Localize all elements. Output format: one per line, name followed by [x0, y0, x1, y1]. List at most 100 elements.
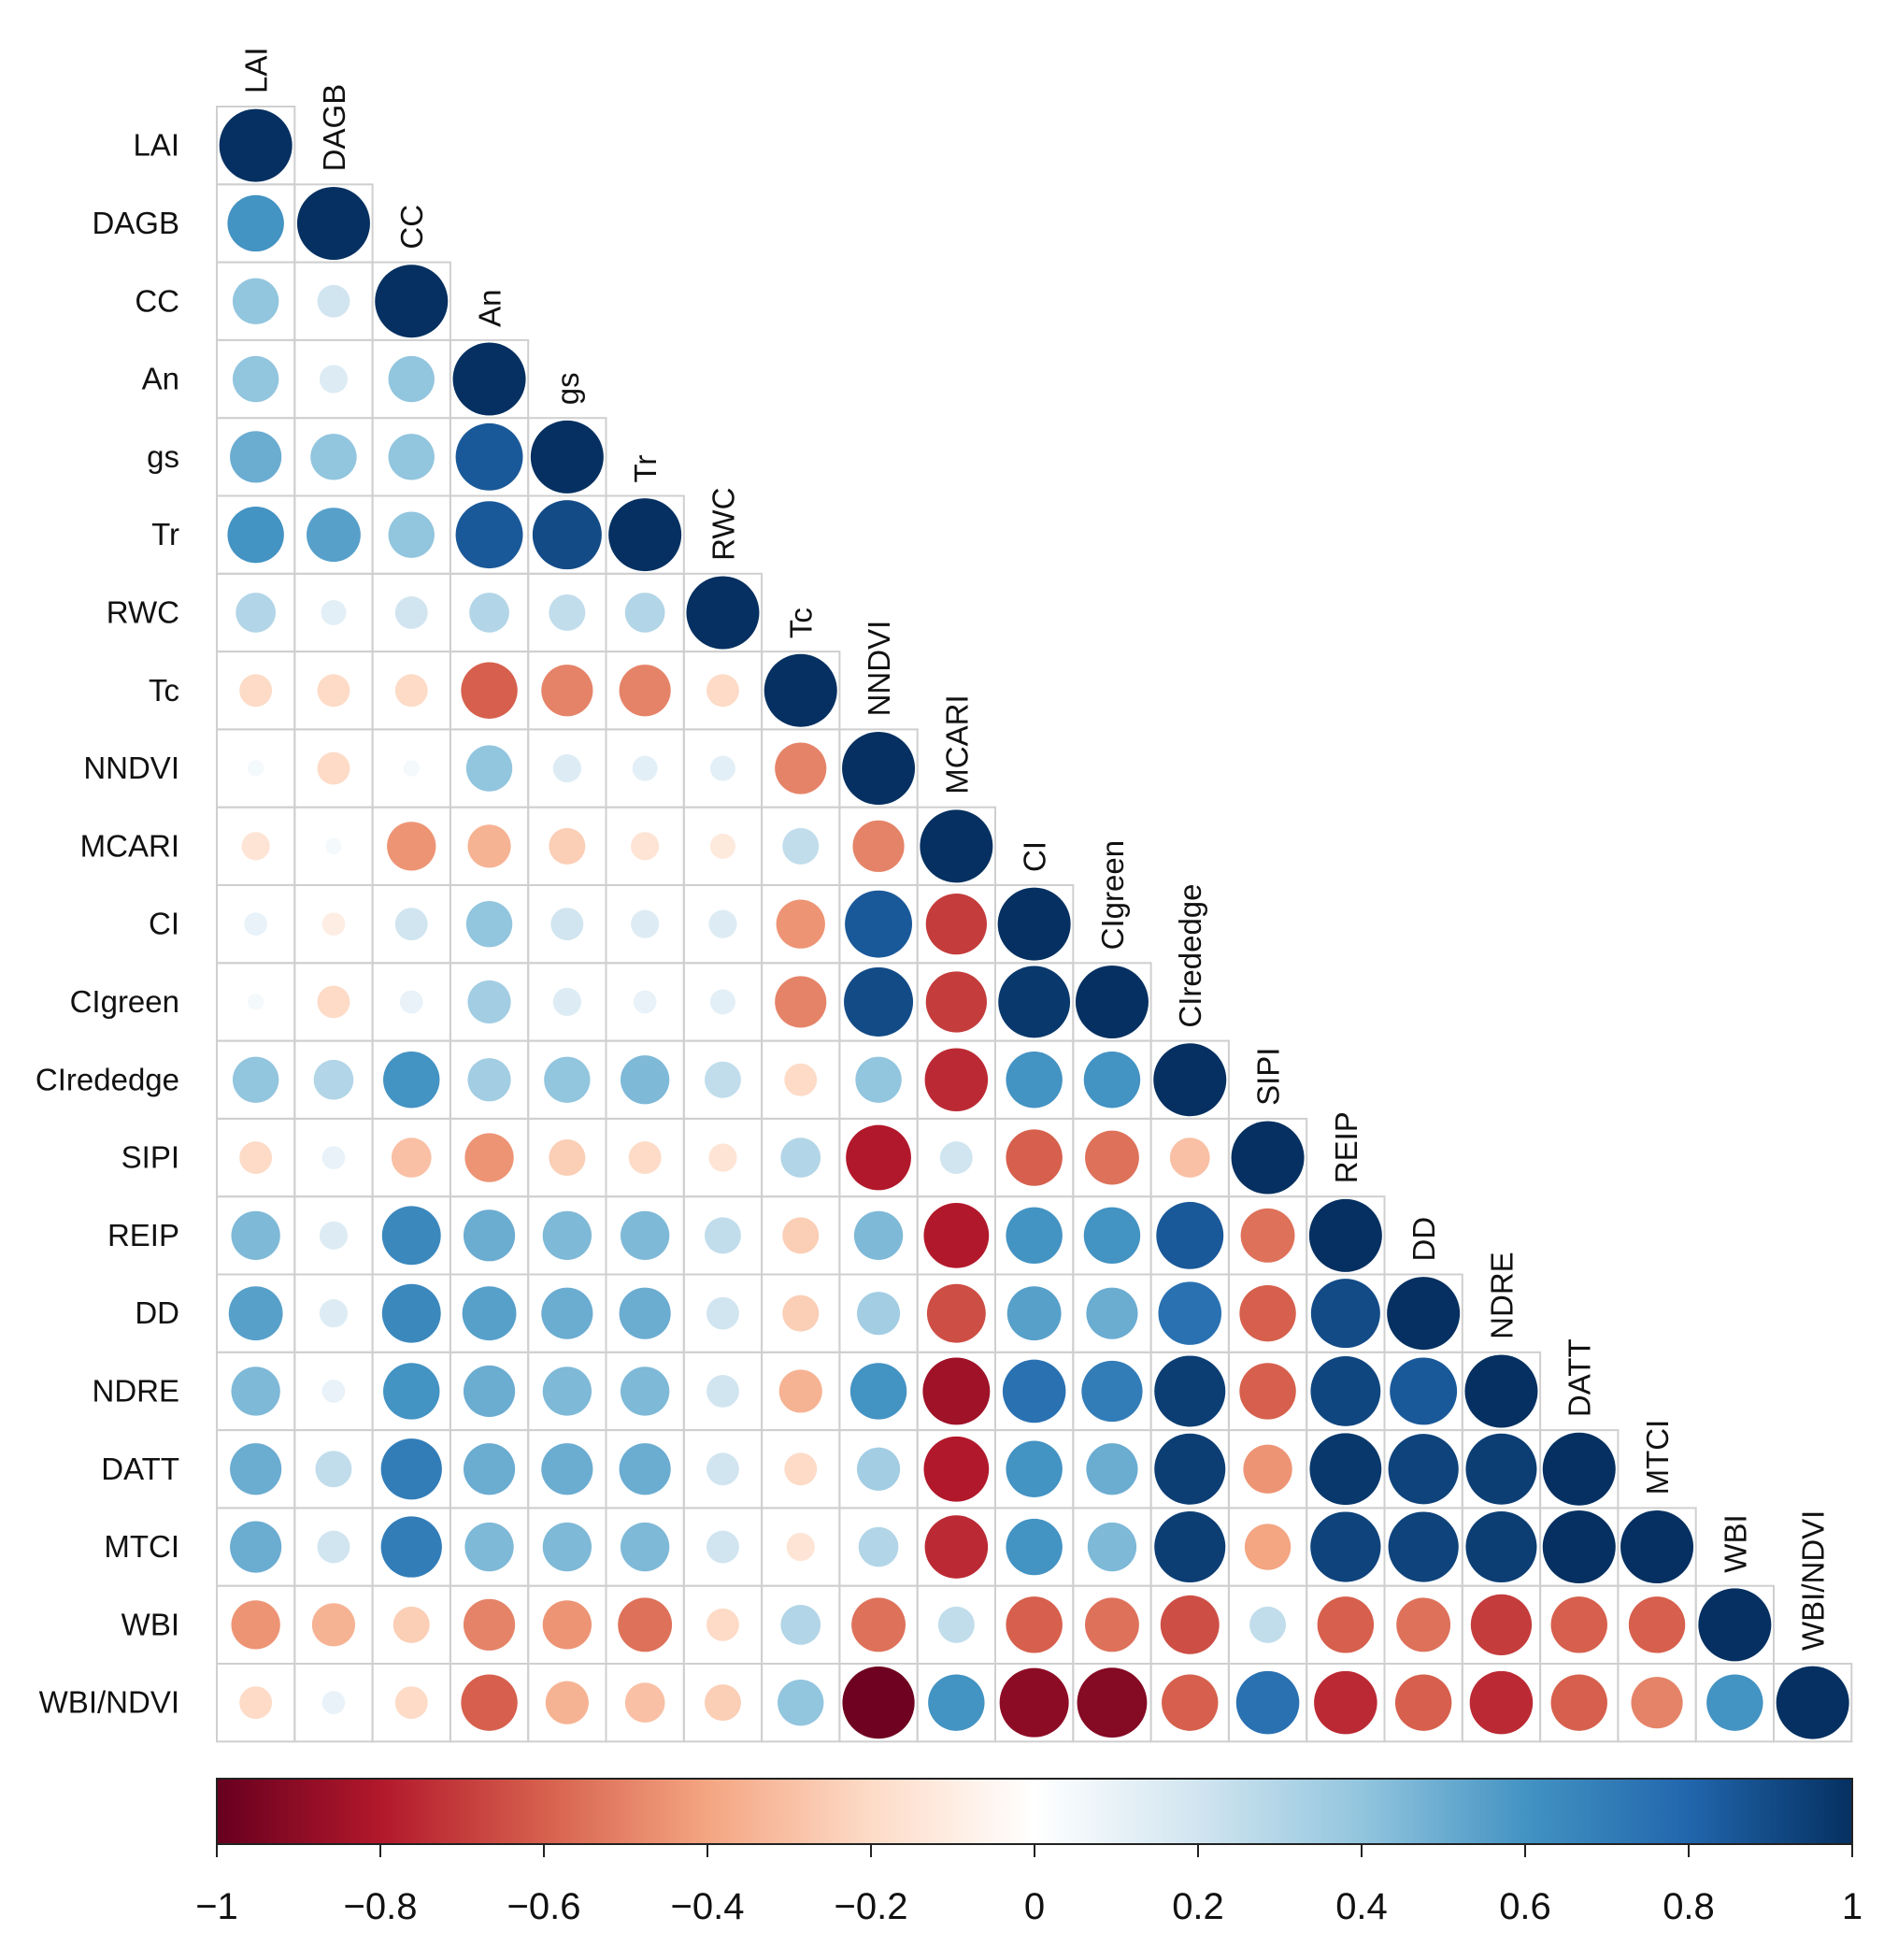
circle-MTCI-gs [542, 1522, 592, 1572]
circle-WBI/NDVI-WBI/NDVI [1776, 1666, 1849, 1739]
circle-Tc-RWC [706, 674, 739, 708]
circle-NDRE-MCARI [922, 1357, 991, 1425]
circle-MCARI-MCARI [920, 809, 993, 883]
circle-WBI/NDVI-DAGB [321, 1691, 346, 1714]
circle-CIrededge-NNDVI [855, 1056, 902, 1103]
circle-CIrededge-DAGB [313, 1059, 354, 1100]
circle-SIPI-CIgreen [1085, 1130, 1139, 1185]
circle-CIgreen-Tc [775, 976, 827, 1028]
circle-MTCI-DD [1388, 1511, 1459, 1582]
circle-gs-CC [388, 434, 435, 480]
circle-DD-RWC [706, 1296, 739, 1330]
row-label-CC: CC [135, 283, 179, 318]
circle-DATT-NDRE [1465, 1433, 1537, 1505]
circle-Tc-Tc [764, 653, 837, 727]
circle-RWC-CC [394, 596, 428, 629]
colorbar-tick-label: −1 [195, 1886, 238, 1927]
col-label-WBI: WBI [1718, 1514, 1752, 1572]
circle-CIrededge-LAI [232, 1056, 279, 1103]
colorbar-tick-label: 0.2 [1172, 1886, 1224, 1927]
circle-WBI/NDVI-CIgreen [1077, 1667, 1148, 1738]
circle-SIPI-RWC [708, 1143, 737, 1172]
circle-CIgreen-gs [552, 987, 581, 1017]
circle-DATT-CIgreen [1086, 1443, 1138, 1495]
circle-SIPI-gs [549, 1139, 586, 1177]
circle-DD-CI [1006, 1286, 1062, 1341]
circle-WBI/NDVI-NDRE [1469, 1670, 1534, 1735]
circle-MTCI-RWC [706, 1530, 739, 1564]
circle-LAI-LAI [219, 108, 293, 182]
circle-WBI/NDVI-RWC [704, 1684, 741, 1722]
circle-DAGB-LAI [227, 194, 284, 252]
row-label-NDRE: NDRE [92, 1373, 179, 1408]
colorbar-tick-label: 1 [1842, 1886, 1863, 1927]
circle-REIP-DAGB [319, 1221, 349, 1250]
circle-DD-An [462, 1286, 517, 1341]
row-label-REIP: REIP [107, 1218, 179, 1252]
circle-CC-DAGB [317, 284, 350, 318]
circle-MTCI-NNDVI [858, 1526, 899, 1567]
circle-Tr-CC [388, 511, 435, 558]
circle-MTCI-DAGB [317, 1530, 350, 1564]
circle-gs-An [455, 422, 523, 491]
circle-RWC-RWC [686, 576, 760, 650]
col-label-Tr: Tr [628, 455, 663, 483]
circle-REIP-RWC [704, 1217, 741, 1254]
col-label-LAI: LAI [239, 47, 274, 93]
col-label-Tc: Tc [784, 608, 819, 638]
circle-NDRE-DD [1390, 1357, 1458, 1425]
circle-CIrededge-MCARI [924, 1048, 989, 1112]
row-label-gs: gs [147, 439, 179, 474]
circle-CIrededge-CC [383, 1052, 440, 1109]
circle-MCARI-gs [549, 827, 586, 865]
circle-WBI/NDVI-WBI [1706, 1674, 1763, 1731]
circle-NNDVI-CC [403, 760, 420, 777]
circle-WBI/NDVI-CC [394, 1686, 428, 1720]
circle-An-DAGB [319, 365, 349, 393]
colorbar: −1 −0.8 −0.6 −0.4 −0.2 0 0.2 0.4 0.6 0.8 1 [195, 1778, 1863, 1927]
circle-WBI-RWC [706, 1608, 739, 1641]
circle-CIgreen-Tr [633, 990, 657, 1014]
circle-MCARI-NNDVI [852, 820, 905, 872]
circle-RWC-LAI [236, 593, 277, 633]
circle-WBI/NDVI-CI [999, 1667, 1069, 1738]
circle-gs-LAI [230, 431, 282, 483]
circle-Tr-Tr [608, 498, 682, 572]
circle-CIgreen-CC [399, 990, 423, 1014]
circle-DATT-DD [1388, 1434, 1459, 1505]
circle-NDRE-CIgreen [1081, 1360, 1143, 1423]
circle-NDRE-An [463, 1365, 516, 1418]
col-label-CIrededge: CIrededge [1173, 883, 1207, 1027]
row-label-CIgreen: CIgreen [70, 984, 179, 1019]
circle-DD-LAI [228, 1286, 283, 1341]
circle-SIPI-An [464, 1133, 514, 1182]
circle-WBI-CC [392, 1606, 430, 1643]
circle-WBI-Tc [780, 1604, 821, 1645]
circle-gs-DAGB [310, 434, 357, 480]
circle-MTCI-REIP [1310, 1511, 1381, 1582]
circle-WBI/NDVI-MCARI [928, 1674, 985, 1731]
circle-CI-gs [550, 908, 584, 941]
circle-CC-CC [375, 265, 449, 338]
circle-MCARI-RWC [709, 833, 735, 859]
circle-Tc-LAI [239, 674, 273, 708]
circle-CI-NNDVI [845, 890, 913, 958]
circle-WBI/NDVI-DATT [1550, 1674, 1607, 1731]
circle-NDRE-Tr [620, 1366, 670, 1416]
circle-CIgreen-CIgreen [1075, 965, 1149, 1038]
circle-An-CC [388, 355, 435, 403]
row-label-An: An [142, 362, 179, 396]
circle-NDRE-Tc [778, 1369, 822, 1413]
circle-DD-SIPI [1239, 1284, 1296, 1342]
circle-DD-Tr [619, 1287, 671, 1339]
circle-NNDVI-Tr [632, 755, 658, 781]
colorbar-tick-label: 0 [1024, 1886, 1045, 1927]
circle-Tc-An [461, 662, 518, 719]
row-label-MTCI: MTCI [104, 1529, 179, 1564]
circle-NNDVI-Tc [775, 742, 827, 794]
circle-DATT-An [463, 1443, 516, 1495]
circle-MTCI-CIrededge [1154, 1511, 1226, 1583]
circle-MTCI-Tc [786, 1532, 815, 1562]
circle-CIrededge-CIrededge [1153, 1043, 1227, 1117]
